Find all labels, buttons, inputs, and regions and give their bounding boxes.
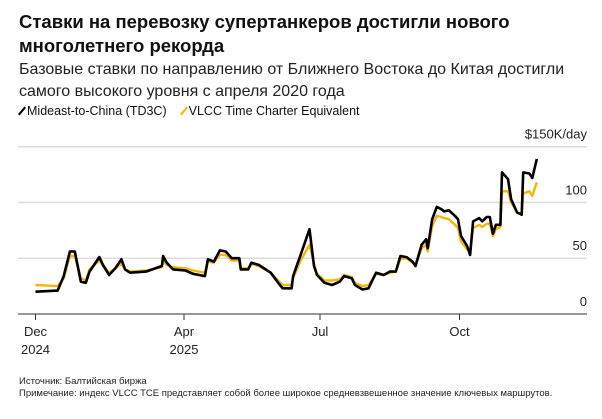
legend-label-vlcc: VLCC Time Charter Equivalent (188, 104, 360, 118)
source-note: Источник: Балтийская биржа (19, 376, 147, 387)
x-tick-label: Dec (24, 324, 48, 339)
x-tick-year-label: 2025 (170, 342, 199, 357)
legend-label-td3c: Mideast-to-China (TD3C) (27, 104, 167, 118)
x-tick-year-label: 2024 (21, 342, 50, 357)
y-tick-label: 50 (573, 238, 587, 253)
legend: Mideast-to-China (TD3C) VLCC Time Charte… (18, 104, 368, 118)
y-tick-label: 100 (565, 182, 587, 197)
x-tick-label: Oct (449, 324, 470, 339)
footer: Источник: Балтийская биржа Примечание: и… (19, 376, 589, 399)
chart-title: Ставки на перевозку супертанкеров достиг… (19, 11, 510, 56)
legend-item-td3c: Mideast-to-China (TD3C) (18, 104, 167, 118)
series-line-td3c (35, 158, 539, 293)
footnote: Примечание: индекс VLCC TCE представляет… (19, 387, 553, 399)
x-tick-label: Apr (174, 324, 195, 339)
legend-item-vlcc: VLCC Time Charter Equivalent (179, 104, 360, 118)
y-tick-label: $150K/day (525, 127, 588, 142)
chart-subtitle: Базовые ставки по направлению от Ближнег… (19, 61, 565, 100)
x-tick-label: Jul (312, 324, 329, 339)
y-tick-label: 0 (580, 294, 587, 309)
